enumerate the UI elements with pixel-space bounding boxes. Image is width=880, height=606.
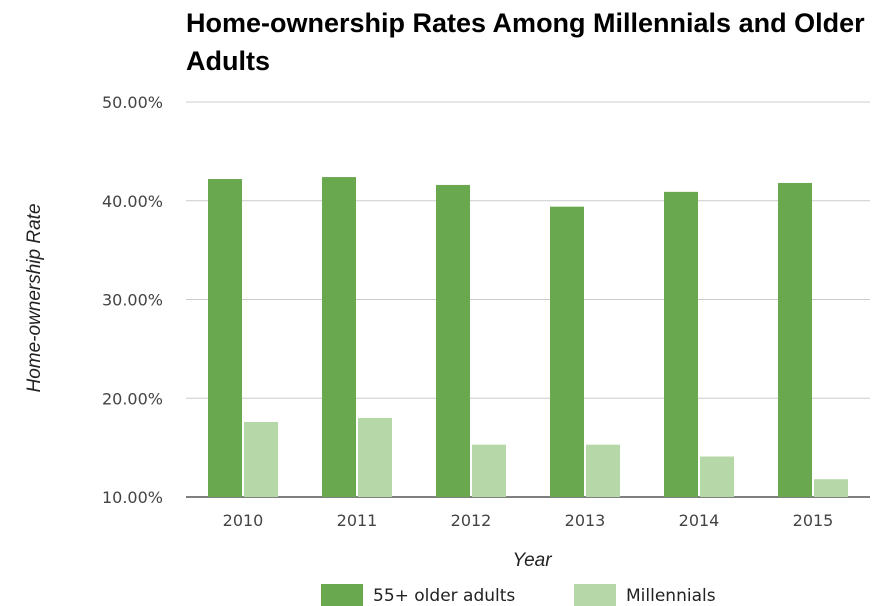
y-tick-label: 20.00% [102,389,163,408]
y-tick-label: 40.00% [102,192,163,211]
x-tick-label: 2015 [793,511,834,530]
x-axis-ticks: 2010 2011 2012 2013 2014 2015 [223,511,834,530]
bar-55-older-adults-2014 [664,191,698,498]
y-tick-label: 10.00% [102,488,163,507]
bar-55-older-adults-2015 [778,182,812,497]
bar-millennials-2011 [358,418,392,497]
x-tick-label: 2010 [223,511,264,530]
bar-millennials-2014 [700,456,734,497]
y-axis-ticks: 10.00% 20.00% 30.00% 40.00% 50.00% [102,93,163,507]
bar-55-older-adults-2012 [436,184,470,497]
x-tick-label: 2012 [451,511,492,530]
y-tick-label: 30.00% [102,291,163,310]
bar-55-older-adults-2010 [208,179,242,497]
legend-swatch [321,584,363,606]
legend-label: Millennials [626,586,716,606]
bar-55-older-adults-2011 [322,177,356,498]
bar-55-older-adults-2013 [550,206,584,498]
bar-millennials-2012 [472,444,506,497]
x-tick-label: 2011 [337,511,378,530]
legend-label: 55+ older adults [373,586,515,606]
legend-swatch [574,584,616,606]
bar-millennials-2015 [814,479,848,497]
x-tick-label: 2014 [679,511,720,530]
gridlines [186,101,870,498]
bars [208,177,848,498]
x-axis-title: Year [512,550,552,571]
bar-millennials-2013 [586,444,620,497]
y-tick-label: 50.00% [102,93,163,112]
y-axis-title: Home-ownership Rate [24,203,45,392]
chart-title: Home-ownership Rates Among Millennials a… [186,8,865,76]
bar-millennials-2010 [244,421,278,497]
x-tick-label: 2013 [565,511,606,530]
legend: 55+ older adults Millennials [321,584,716,606]
